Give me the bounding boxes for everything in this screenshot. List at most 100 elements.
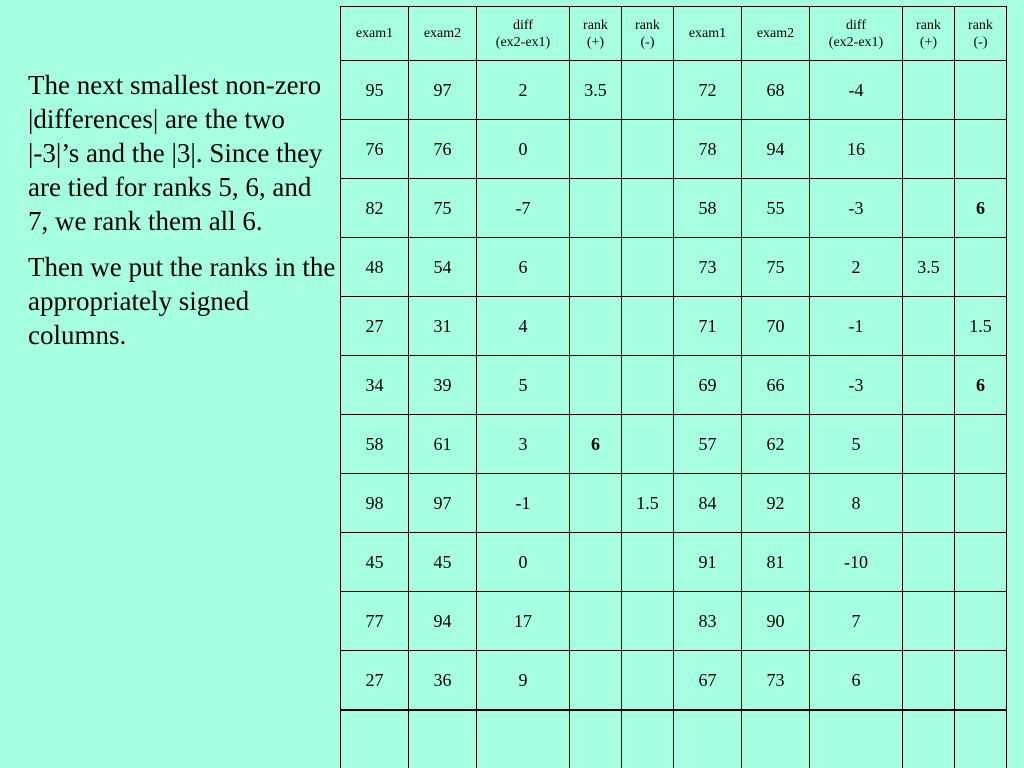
header-line: exam2 [423,26,462,41]
cell-right-rank-minus: 6 [954,355,1007,415]
cell-right-diff: -1 [809,296,903,356]
table-row: 77 94 17 83 90 7 [340,591,1007,651]
cell-right-rank-plus [902,532,955,592]
cell-left-diff: 4 [476,296,570,356]
table-row: 27 31 4 71 70 -1 1.5 [340,296,1007,356]
cell-right-rank-minus [954,119,1007,179]
cell-right-exam2: 68 [741,60,810,120]
header-line: rank [968,17,993,33]
cell-right-rank-plus [902,414,955,474]
cell-left-rank-plus: 3.5 [569,60,622,120]
cell-right-diff: 2 [809,237,903,297]
cell-right-rank-plus [902,178,955,238]
cell-right-rank-minus [954,473,1007,533]
cell-left-exam2 [408,709,477,768]
cell-right-exam2: 70 [741,296,810,356]
cell-left-rank-plus [569,591,622,651]
cell-left-exam2: 61 [408,414,477,474]
header-left-rank-minus: rank (-) [621,6,674,61]
explanation-paragraph-2: Then we put the ranks in the appropriate… [28,252,336,350]
cell-right-rank-plus: 3.5 [902,237,955,297]
cell-left-rank-plus [569,355,622,415]
cell-right-exam1: 73 [673,237,742,297]
cell-right-exam1: 91 [673,532,742,592]
cell-left-rank-plus [569,237,622,297]
cell-left-exam2: 45 [408,532,477,592]
cell-left-diff: 17 [476,591,570,651]
cell-left-diff: 5 [476,355,570,415]
header-line: (+) [919,34,938,50]
cell-left-diff: 0 [476,532,570,592]
cell-right-rank-plus [902,650,955,711]
cell-left-exam1: 95 [340,60,409,120]
cell-right-rank-minus [954,709,1007,768]
header-line: exam2 [756,26,795,41]
cell-right-exam2: 92 [741,473,810,533]
cell-right-exam1: 58 [673,178,742,238]
cell-left-exam1: 82 [340,178,409,238]
cell-right-exam2: 73 [741,650,810,711]
cell-right-rank-plus [902,60,955,120]
header-left-exam1: exam1 [340,6,409,61]
table-row [340,709,1007,768]
cell-left-rank-minus [621,650,674,711]
cell-right-exam1: 78 [673,119,742,179]
cell-right-rank-minus [954,237,1007,297]
table-row: 45 45 0 91 81 -10 [340,532,1007,592]
cell-right-diff: 6 [809,650,903,711]
cell-right-rank-plus [902,296,955,356]
cell-left-rank-minus [621,355,674,415]
header-line: exam1 [355,26,394,41]
cell-right-exam1: 84 [673,473,742,533]
cell-left-exam1: 27 [340,650,409,711]
table-row: 98 97 -1 1.5 84 92 8 [340,473,1007,533]
header-right-diff: diff (ex2-ex1) [809,6,903,61]
cell-left-exam1 [340,709,409,768]
cell-left-exam1: 77 [340,591,409,651]
header-line: diff [846,17,866,33]
header-left-diff: diff (ex2-ex1) [476,6,570,61]
cell-right-rank-minus [954,532,1007,592]
cell-right-rank-plus [902,355,955,415]
table-header-row: exam1 exam2 diff (ex2-ex1) rank (+) rank (-) exa… [340,6,1007,61]
cell-right-exam2: 94 [741,119,810,179]
cell-left-rank-minus [621,60,674,120]
cell-left-rank-plus [569,119,622,179]
header-right-rank-minus: rank (-) [954,6,1007,61]
table-row: 34 39 5 69 66 -3 6 [340,355,1007,415]
cell-left-diff [476,709,570,768]
cell-left-rank-plus [569,709,622,768]
cell-right-diff: -3 [809,178,903,238]
cell-right-rank-minus [954,60,1007,120]
header-line: diff [513,17,533,33]
cell-left-rank-plus [569,650,622,711]
cell-right-exam2: 55 [741,178,810,238]
explanation-text: The next smallest non-zero |differences|… [28,68,338,364]
cell-left-rank-minus [621,414,674,474]
cell-right-rank-minus [954,650,1007,711]
cell-left-diff: -1 [476,473,570,533]
table-row: 95 97 2 3.5 72 68 -4 [340,60,1007,120]
header-line: (ex2-ex1) [495,34,551,50]
cell-left-exam1: 98 [340,473,409,533]
cell-right-exam1: 67 [673,650,742,711]
cell-right-diff: 16 [809,119,903,179]
cell-right-diff [809,709,903,768]
cell-left-exam2: 36 [408,650,477,711]
cell-right-rank-plus [902,119,955,179]
header-left-rank-plus: rank (+) [569,6,622,61]
cell-left-exam1: 76 [340,119,409,179]
header-right-rank-plus: rank (+) [902,6,955,61]
cell-left-diff: 6 [476,237,570,297]
cell-left-rank-minus [621,178,674,238]
cell-left-rank-minus [621,296,674,356]
cell-right-diff: 8 [809,473,903,533]
cell-left-rank-plus [569,532,622,592]
cell-right-rank-minus: 6 [954,178,1007,238]
cell-left-rank-plus [569,473,622,533]
table-row: 48 54 6 73 75 2 3.5 [340,237,1007,297]
cell-right-exam1: 71 [673,296,742,356]
cell-left-diff: 9 [476,650,570,711]
cell-left-rank-plus [569,178,622,238]
cell-left-exam2: 97 [408,473,477,533]
